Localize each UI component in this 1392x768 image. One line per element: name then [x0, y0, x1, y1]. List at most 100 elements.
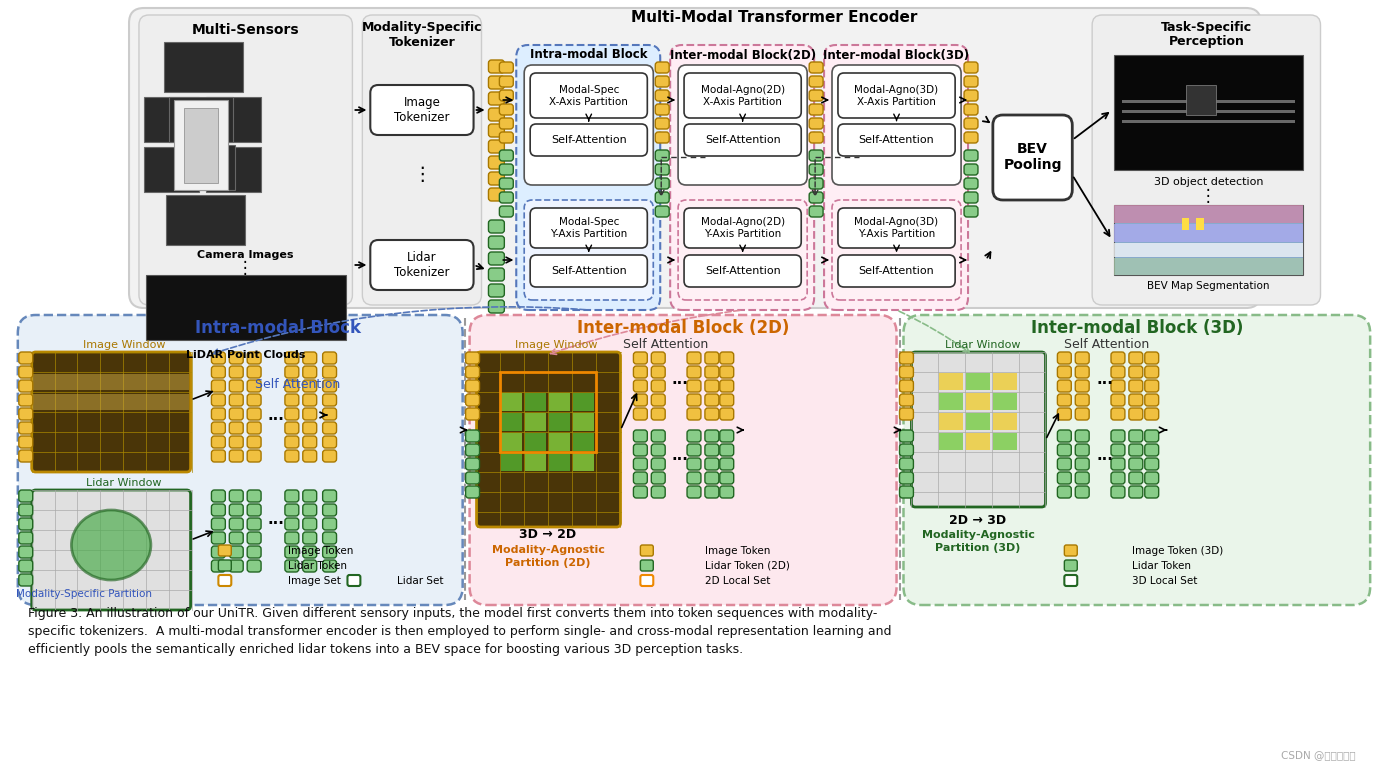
FancyBboxPatch shape [500, 62, 514, 73]
FancyBboxPatch shape [965, 62, 979, 73]
FancyBboxPatch shape [348, 575, 361, 586]
FancyBboxPatch shape [720, 352, 734, 364]
FancyBboxPatch shape [1058, 380, 1072, 392]
FancyBboxPatch shape [248, 422, 262, 434]
FancyBboxPatch shape [720, 430, 734, 442]
FancyBboxPatch shape [683, 255, 802, 287]
FancyBboxPatch shape [1129, 486, 1143, 498]
FancyBboxPatch shape [656, 150, 670, 161]
Bar [174, 100, 228, 190]
FancyBboxPatch shape [656, 192, 670, 203]
FancyBboxPatch shape [230, 490, 244, 502]
FancyBboxPatch shape [1058, 352, 1072, 364]
FancyBboxPatch shape [248, 546, 262, 558]
FancyBboxPatch shape [248, 490, 262, 502]
FancyBboxPatch shape [489, 92, 504, 105]
FancyBboxPatch shape [285, 546, 299, 558]
Bar [1122, 120, 1295, 123]
Text: ...: ... [267, 408, 284, 422]
Bar [525, 413, 546, 431]
FancyBboxPatch shape [1075, 352, 1089, 364]
Text: Intra-modal Block: Intra-modal Block [195, 319, 361, 337]
FancyBboxPatch shape [688, 430, 702, 442]
FancyBboxPatch shape [633, 472, 647, 484]
FancyBboxPatch shape [1058, 366, 1072, 378]
FancyBboxPatch shape [1144, 458, 1158, 470]
Ellipse shape [71, 510, 150, 580]
FancyBboxPatch shape [1129, 366, 1143, 378]
Bar [940, 433, 963, 450]
FancyBboxPatch shape [809, 118, 823, 129]
Bar [1182, 218, 1189, 230]
FancyBboxPatch shape [19, 490, 32, 502]
Text: BEV Map Segmentation: BEV Map Segmentation [1147, 281, 1270, 291]
Text: 3D → 2D: 3D → 2D [519, 528, 576, 541]
FancyBboxPatch shape [212, 380, 226, 392]
FancyBboxPatch shape [303, 532, 317, 544]
FancyBboxPatch shape [704, 486, 718, 498]
FancyBboxPatch shape [633, 486, 647, 498]
FancyBboxPatch shape [899, 458, 913, 470]
FancyBboxPatch shape [285, 518, 299, 530]
FancyBboxPatch shape [678, 65, 807, 185]
FancyBboxPatch shape [212, 450, 226, 462]
FancyBboxPatch shape [489, 108, 504, 121]
FancyBboxPatch shape [1065, 560, 1077, 571]
FancyBboxPatch shape [704, 472, 718, 484]
Bar [1114, 55, 1303, 170]
FancyBboxPatch shape [1144, 486, 1158, 498]
FancyBboxPatch shape [230, 352, 244, 364]
FancyBboxPatch shape [1075, 394, 1089, 406]
Bar [548, 393, 569, 411]
Text: Modal-Agno(3D)
X-Axis Partition: Modal-Agno(3D) X-Axis Partition [855, 85, 938, 107]
FancyBboxPatch shape [500, 132, 514, 143]
FancyBboxPatch shape [809, 76, 823, 87]
FancyBboxPatch shape [500, 178, 514, 189]
FancyBboxPatch shape [1075, 366, 1089, 378]
FancyBboxPatch shape [651, 394, 665, 406]
Bar [1114, 224, 1303, 242]
FancyBboxPatch shape [651, 352, 665, 364]
Bar [184, 108, 219, 183]
FancyBboxPatch shape [303, 394, 317, 406]
FancyBboxPatch shape [465, 486, 479, 498]
FancyBboxPatch shape [212, 436, 226, 448]
FancyBboxPatch shape [809, 178, 823, 189]
FancyBboxPatch shape [1065, 545, 1077, 556]
FancyBboxPatch shape [688, 408, 702, 420]
FancyBboxPatch shape [656, 118, 670, 129]
Text: Perception: Perception [1168, 35, 1244, 48]
Text: Modal-Spec
Y-Axis Partition: Modal-Spec Y-Axis Partition [550, 217, 628, 239]
FancyBboxPatch shape [704, 408, 718, 420]
FancyBboxPatch shape [303, 380, 317, 392]
FancyBboxPatch shape [19, 394, 32, 406]
FancyBboxPatch shape [476, 352, 621, 527]
FancyBboxPatch shape [656, 132, 670, 143]
FancyBboxPatch shape [303, 422, 317, 434]
FancyBboxPatch shape [1129, 444, 1143, 456]
Text: ...: ... [672, 448, 689, 462]
FancyBboxPatch shape [323, 490, 337, 502]
FancyBboxPatch shape [230, 546, 244, 558]
Text: Lidar Window: Lidar Window [86, 478, 161, 488]
Text: Inter-modal Block(3D): Inter-modal Block(3D) [824, 48, 970, 61]
FancyBboxPatch shape [19, 422, 32, 434]
Text: Self Attention: Self Attention [622, 339, 707, 352]
FancyBboxPatch shape [704, 352, 718, 364]
Bar [1186, 85, 1217, 115]
FancyBboxPatch shape [809, 192, 823, 203]
Text: BEV
Pooling: BEV Pooling [1004, 142, 1062, 172]
Bar [548, 453, 569, 471]
FancyBboxPatch shape [303, 366, 317, 378]
FancyBboxPatch shape [1144, 430, 1158, 442]
Bar [206, 97, 262, 142]
FancyBboxPatch shape [809, 104, 823, 115]
FancyBboxPatch shape [323, 422, 337, 434]
FancyBboxPatch shape [1058, 430, 1072, 442]
Text: Figure 3. An illustration of our UniTR. Given different sensory inputs, the mode: Figure 3. An illustration of our UniTR. … [28, 607, 877, 621]
Text: Inter-modal Block(2D): Inter-modal Block(2D) [670, 48, 816, 61]
FancyBboxPatch shape [323, 546, 337, 558]
FancyBboxPatch shape [465, 472, 479, 484]
Bar [501, 433, 522, 451]
Text: Partition (2D): Partition (2D) [505, 558, 590, 568]
